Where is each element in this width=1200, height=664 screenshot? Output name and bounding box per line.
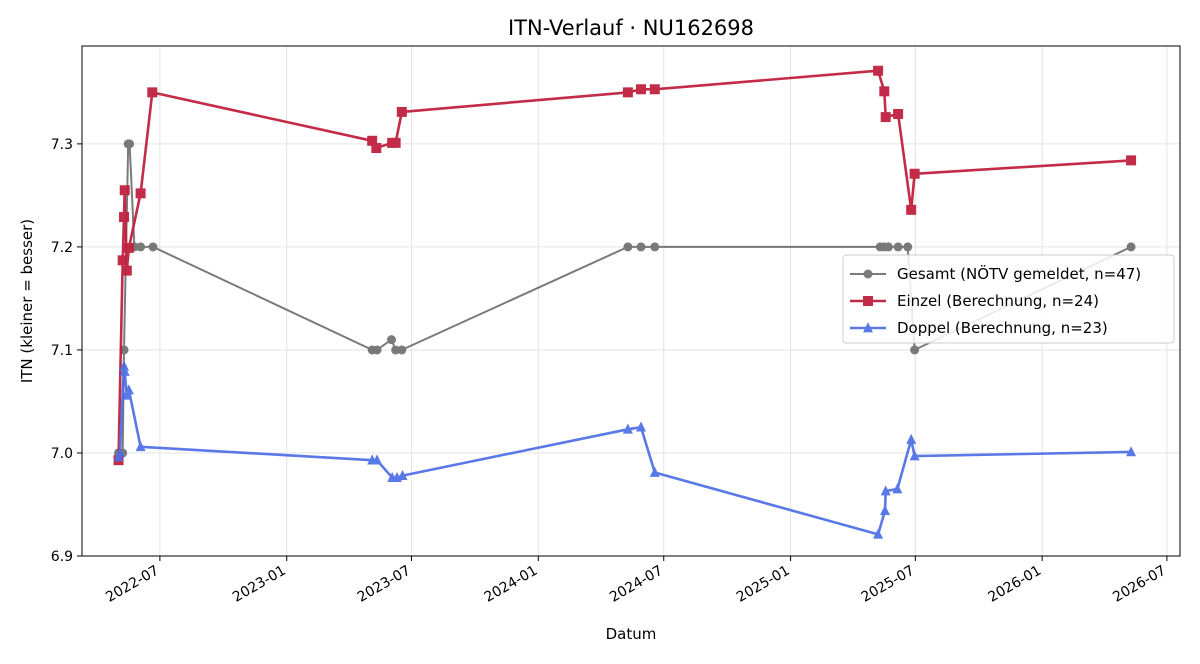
data-point-einzel [117, 255, 128, 266]
data-point-einzel [880, 112, 891, 123]
y-tick-label: 7.1 [51, 343, 73, 359]
data-point-doppel [906, 433, 917, 444]
data-point-einzel [390, 137, 401, 148]
data-point-gesamt [883, 242, 893, 252]
series-gesamt [114, 139, 1136, 458]
data-point-einzel [873, 65, 884, 76]
data-point-gesamt [1126, 242, 1136, 252]
data-point-gesamt [650, 242, 660, 252]
data-point-einzel [119, 185, 130, 196]
data-point-einzel [622, 87, 633, 98]
y-tick-label: 7.3 [51, 137, 73, 153]
data-point-einzel [119, 212, 130, 223]
data-point-doppel [873, 528, 884, 539]
data-point-doppel [397, 469, 408, 480]
data-point-einzel [1126, 155, 1137, 166]
data-point-doppel [1126, 446, 1137, 457]
legend-label-gesamt: Gesamt (NÖTV gemeldet, n=47) [897, 264, 1141, 283]
data-point-doppel [114, 447, 125, 458]
y-axis-label: ITN (kleiner = besser) [18, 219, 36, 383]
y-tick-label: 7.2 [51, 240, 73, 256]
data-point-gesamt [903, 242, 913, 252]
legend-marker-einzel [863, 296, 873, 306]
legend-entry-gesamt [850, 269, 886, 279]
series-layer [113, 65, 1137, 539]
data-point-einzel [906, 204, 917, 215]
data-point-einzel [367, 135, 378, 146]
data-point-doppel [635, 421, 646, 432]
data-point-gesamt [636, 242, 646, 252]
data-point-einzel [635, 84, 646, 95]
legend-marker-gesamt [863, 269, 873, 279]
legend: Gesamt (NÖTV gemeldet, n=47) Einzel (Bere… [842, 254, 1175, 344]
data-point-doppel [892, 483, 903, 494]
data-point-gesamt [397, 345, 407, 355]
data-point-einzel [121, 265, 132, 276]
data-point-gesamt [148, 242, 158, 252]
data-point-gesamt [372, 345, 382, 355]
data-point-doppel [880, 485, 891, 496]
data-point-gesamt [125, 139, 135, 149]
data-point-doppel [909, 450, 920, 461]
grid-lines [82, 46, 1180, 557]
data-point-gesamt [386, 335, 396, 345]
y-tick-label: 6.9 [51, 549, 73, 565]
data-point-doppel [119, 365, 130, 376]
data-point-einzel [649, 84, 660, 95]
data-point-einzel [135, 188, 146, 199]
data-point-gesamt [391, 345, 401, 355]
data-point-einzel [909, 168, 920, 179]
legend-label-doppel: Doppel (Berechnung, n=23) [897, 319, 1108, 337]
series-einzel [113, 65, 1137, 466]
y-tick-label: 7.0 [51, 446, 73, 462]
data-point-doppel [622, 423, 633, 434]
x-axis-label: Datum [606, 625, 657, 643]
data-point-gesamt [623, 242, 633, 252]
data-point-gesamt [910, 345, 920, 355]
data-point-doppel [372, 454, 383, 465]
legend-marker-doppel [863, 322, 873, 333]
data-point-doppel [649, 466, 660, 477]
data-point-einzel [893, 109, 904, 119]
series-doppel [113, 360, 1137, 539]
data-point-einzel [123, 242, 134, 253]
legend-label-einzel: Einzel (Berechnung, n=24) [897, 292, 1099, 310]
data-point-einzel [879, 86, 890, 97]
legend-box [842, 254, 1175, 344]
data-point-einzel [147, 87, 158, 98]
legend-entry-einzel [850, 296, 886, 306]
data-point-doppel [879, 504, 890, 515]
data-point-gesamt [893, 242, 903, 252]
chart-title: ITN-Verlauf · NU162698 [508, 16, 754, 40]
data-point-doppel [135, 441, 146, 452]
data-point-gesamt [136, 242, 146, 252]
plot-frame [81, 45, 1181, 557]
data-point-doppel [121, 389, 132, 400]
data-point-doppel [123, 384, 134, 395]
legend-entry-doppel [850, 322, 886, 333]
data-point-einzel [396, 106, 407, 117]
data-point-doppel [119, 360, 130, 371]
data-point-einzel [371, 143, 382, 153]
